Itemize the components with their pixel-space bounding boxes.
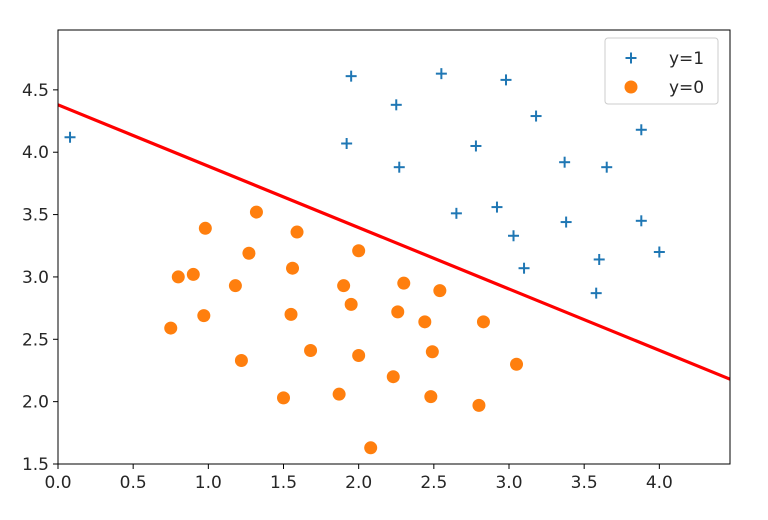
y-tick-label: 4.0 bbox=[22, 143, 49, 163]
data-point-y-1 bbox=[64, 131, 76, 143]
data-point-y-0 bbox=[397, 276, 411, 290]
data-point-y-0 bbox=[228, 279, 242, 293]
data-point-y-0 bbox=[472, 398, 486, 412]
legend-label: y=0 bbox=[669, 78, 704, 98]
data-point-y-1 bbox=[518, 262, 530, 274]
x-tick-label: 2.0 bbox=[345, 473, 372, 493]
data-point-y-1 bbox=[590, 287, 602, 299]
data-point-y-0 bbox=[510, 357, 524, 371]
data-point-y-1 bbox=[345, 70, 357, 82]
data-point-y-1 bbox=[593, 253, 605, 265]
axes: 0.0 0.5 1.0 1.5 2.0 2.5 3.0 3.5 4.0 1.5 2.0 2.5 3.0 3… bbox=[22, 29, 731, 493]
y-tick-label: 3.5 bbox=[22, 206, 49, 226]
legend-marker-circle bbox=[624, 80, 638, 94]
data-point-y-1 bbox=[653, 246, 665, 258]
data-point-y-1 bbox=[635, 215, 647, 227]
x-tick-label: 3.0 bbox=[495, 473, 522, 493]
data-point-y-0 bbox=[364, 441, 378, 455]
data-point-y-0 bbox=[433, 284, 447, 298]
data-point-y-0 bbox=[391, 305, 405, 319]
data-point-y-0 bbox=[186, 267, 200, 281]
data-point-y-1 bbox=[450, 207, 462, 219]
y-tick-label: 3.0 bbox=[22, 268, 49, 288]
data-point-y-0 bbox=[476, 315, 490, 329]
data-point-y-0 bbox=[234, 353, 248, 367]
x-tick-label: 1.0 bbox=[195, 473, 222, 493]
data-point-y-1 bbox=[390, 99, 402, 111]
data-point-y-1 bbox=[341, 137, 353, 149]
data-point-y-1 bbox=[500, 74, 512, 86]
data-point-y-1 bbox=[470, 140, 482, 152]
x-tick-label: 0.5 bbox=[120, 473, 147, 493]
data-point-y-0 bbox=[242, 246, 256, 260]
data-point-y-0 bbox=[332, 387, 346, 401]
legend-label: y=1 bbox=[669, 49, 704, 69]
legend: y=1y=0 bbox=[604, 37, 719, 105]
data-point-y-0 bbox=[337, 279, 351, 293]
data-point-y-0 bbox=[290, 225, 304, 239]
data-point-y-0 bbox=[284, 307, 298, 321]
data-point-y-0 bbox=[344, 297, 358, 311]
data-point-y-0 bbox=[418, 315, 432, 329]
data-point-y-1 bbox=[601, 161, 613, 173]
data-point-y-1 bbox=[530, 110, 542, 122]
x-tick-label: 4.0 bbox=[646, 473, 673, 493]
y-tick-label: 2.0 bbox=[22, 393, 49, 413]
x-tick-label: 0.0 bbox=[44, 473, 71, 493]
data-point-y-1 bbox=[559, 156, 571, 168]
data-point-y-0 bbox=[277, 391, 291, 405]
data-point-y-0 bbox=[171, 270, 185, 284]
y-tick-label: 2.5 bbox=[22, 330, 49, 350]
y-tick-label: 1.5 bbox=[22, 455, 49, 475]
data-point-y-0 bbox=[386, 370, 400, 384]
data-point-y-1 bbox=[508, 230, 520, 242]
data-point-y-0 bbox=[164, 321, 178, 335]
data-point-y-0 bbox=[424, 390, 438, 404]
data-point-y-1 bbox=[491, 201, 503, 213]
data-point-y-0 bbox=[197, 309, 211, 323]
data-point-y-0 bbox=[286, 261, 300, 275]
axes-frame bbox=[57, 29, 731, 465]
data-point-y-0 bbox=[304, 344, 318, 358]
data-point-y-0 bbox=[352, 349, 366, 362]
x-tick-label: 1.5 bbox=[270, 473, 297, 493]
data-point-y-1 bbox=[393, 161, 405, 173]
data-point-y-0 bbox=[198, 221, 212, 235]
y-tick-label: 4.5 bbox=[22, 81, 49, 101]
data-point-y-1 bbox=[435, 68, 447, 80]
data-point-y-1 bbox=[560, 216, 572, 228]
data-point-y-0 bbox=[249, 205, 263, 219]
data-point-y-0 bbox=[425, 345, 439, 359]
data-point-y-1 bbox=[635, 124, 647, 136]
x-tick-label: 2.5 bbox=[420, 473, 447, 493]
plot-area bbox=[58, 68, 730, 455]
data-point-y-0 bbox=[352, 244, 366, 258]
decision-boundary-line bbox=[58, 103, 730, 381]
legend-marker-plus bbox=[625, 52, 637, 64]
x-tick-label: 3.5 bbox=[571, 473, 598, 493]
